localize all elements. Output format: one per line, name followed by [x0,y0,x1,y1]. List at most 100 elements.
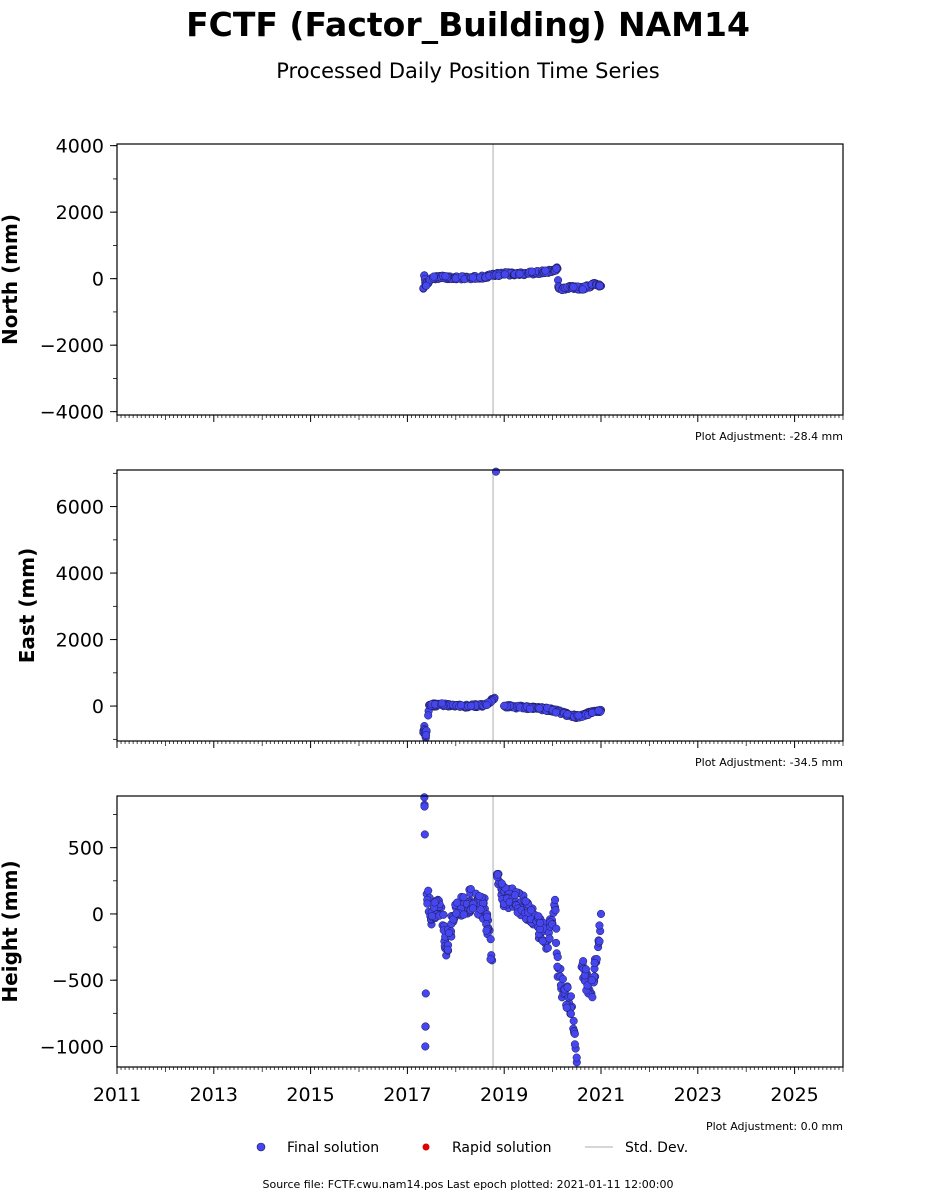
legend-stddev-label: Std. Dev. [625,1140,688,1156]
data-point [421,989,430,998]
data-point [424,711,433,720]
data-point [594,706,603,715]
data-point [497,879,506,888]
data-point [486,935,495,944]
data-point [566,992,575,1001]
data-point [550,895,560,904]
data-point [493,870,502,879]
legend-final-label: Final solution [287,1140,379,1156]
data-point [510,891,519,900]
data-point [468,904,477,913]
plot-frame [116,143,844,416]
y-tick-label: −4000 [40,402,104,424]
page-title: FCTF (Factor_Building) NAM14 [186,5,750,44]
data-point [482,700,491,710]
y-tick-label: 0 [92,269,104,291]
data-point [483,912,492,921]
y-tick-label: 0 [92,904,104,926]
plot-adjustment: Plot Adjustment: -28.4 mm [695,430,843,443]
plot-area [117,796,843,1067]
y-tick-label: −500 [52,970,104,992]
data-point [421,731,431,740]
y-tick-label: −1000 [40,1036,104,1058]
data-point [562,1003,571,1012]
panel-2: 500 0 −500 −1000 2011 2013 2015 2017 2019 2021 202… [0,793,844,1133]
y-tick-label: −2000 [40,335,104,357]
data-point [466,885,475,894]
panel-0: 4000 2000 0 −2000 −4000 North (mm) Plot Adjust… [0,136,844,443]
data-point [459,910,468,919]
data-point [588,993,597,1002]
data-point [541,266,550,275]
data-point [574,711,583,720]
y-axis-label: North (mm) [0,214,22,345]
y-tick-label: 2000 [56,202,104,224]
data-point [595,937,604,946]
plot-adjustment: Plot Adjustment: -34.5 mm [695,756,843,769]
plot-panels: 4000 2000 0 −2000 −4000 North (mm) Plot Adjust… [0,136,844,1133]
legend-rapid-marker [422,1143,430,1151]
panel-1: 6000 4000 2000 0 East (mm) Plot Adjustment: -… [15,467,844,769]
legend-final-marker [256,1142,266,1152]
data-point [439,910,448,919]
data-point [538,936,547,946]
data-point [579,957,588,966]
data-point [422,281,431,290]
data-point [521,897,530,906]
plot-area [117,470,843,741]
page-subtitle: Processed Daily Position Time Series [276,59,660,83]
y-axis-label: East (mm) [15,548,39,664]
data-point [551,708,560,717]
data-point [467,701,476,710]
data-point [569,282,578,292]
data-point [543,943,552,952]
data-point [581,965,590,974]
plot-frame [116,795,844,1068]
y-tick-label: 500 [68,838,104,860]
data-point [453,898,462,907]
y-tick-label: 4000 [56,136,104,158]
data-point [423,899,432,908]
y-tick-label: 6000 [56,497,104,519]
data-point [570,1040,579,1049]
data-point [443,945,452,954]
data-point [563,983,572,992]
x-tick-label: 2021 [577,1084,625,1106]
data-point [552,264,561,273]
x-tick-label: 2023 [674,1084,722,1106]
y-tick-label: 4000 [56,563,104,585]
x-tick-label: 2017 [383,1084,431,1106]
data-point [482,926,491,935]
source-footer: Source file: FCTF.cwu.nam14.pos Last epo… [263,1178,674,1191]
x-tick-label: 2025 [770,1084,818,1106]
data-point [441,272,450,281]
data-point [595,921,604,930]
data-point [558,974,567,984]
data-point [515,269,524,278]
data-point [566,1009,575,1018]
data-point [534,912,543,921]
data-point [535,704,544,713]
plot-frame [116,469,844,742]
x-tick-label: 2015 [286,1084,334,1106]
data-point [500,270,509,279]
y-tick-label: 2000 [56,630,104,652]
data-point [563,710,572,719]
data-point [452,909,461,918]
data-point [424,886,433,895]
data-point [527,267,536,276]
data-point [486,955,495,964]
x-tick-label: 2019 [480,1084,528,1106]
data-point [476,905,485,914]
data-point [428,911,437,921]
data-point [421,1042,430,1051]
data-point [590,958,599,968]
data-point [429,272,438,281]
data-point [500,701,509,710]
data-point [421,1022,430,1031]
data-point [468,273,477,282]
y-tick-label: 0 [92,696,104,718]
data-point [444,928,454,938]
data-point [527,906,536,915]
data-point [553,962,562,971]
